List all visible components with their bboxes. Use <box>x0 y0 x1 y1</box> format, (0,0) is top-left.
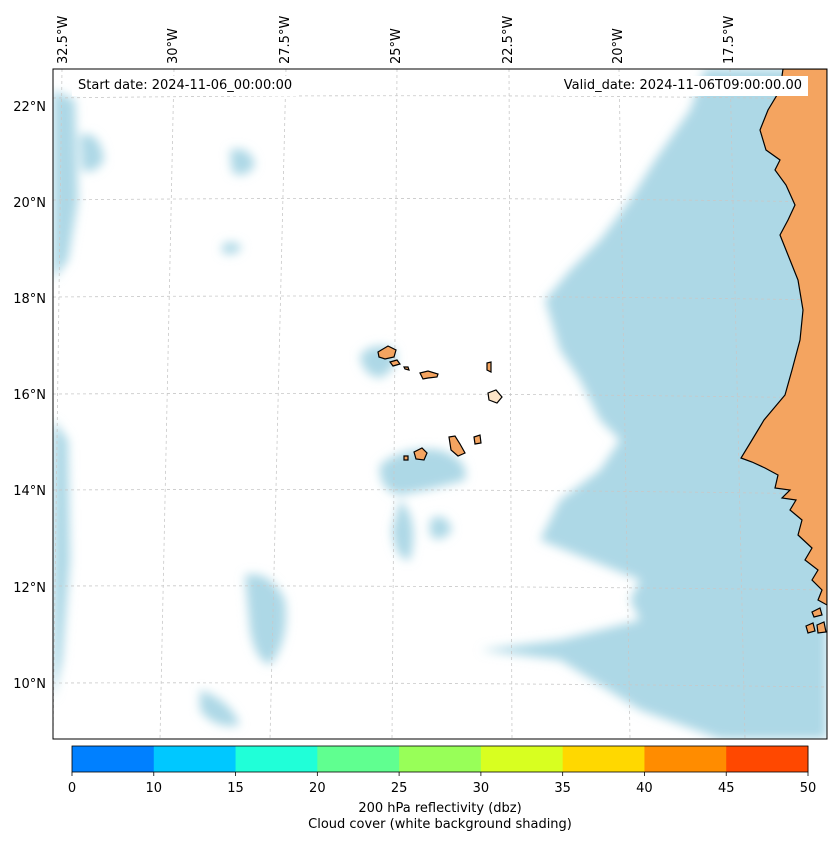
longitude-labels: 32.5°W 30°W 27.5°W 25°W 22.5°W 20°W 17.5… <box>56 16 737 64</box>
colorbar-segment <box>317 746 400 772</box>
lat-label: 20°N <box>13 196 46 211</box>
cloud-patch-northwest <box>80 134 104 172</box>
island-santiago <box>448 435 466 457</box>
lon-label: 27.5°W <box>278 16 293 64</box>
colorbar-segment <box>726 746 809 772</box>
colorbar-segment <box>562 746 645 772</box>
island-santa-luzia <box>403 366 410 371</box>
colorbar-label-cloud-cover: Cloud cover (white background shading) <box>308 817 572 832</box>
colorbar-segment <box>399 746 482 772</box>
island-bijagos-1 <box>811 607 823 618</box>
island-maio <box>473 434 482 445</box>
lon-label: 30°W <box>166 28 181 64</box>
island-brava <box>403 455 409 461</box>
gridlines <box>53 69 827 739</box>
colorbar-tick-label: 20 <box>309 781 326 796</box>
valid-date-label: Valid_date: 2024-11-06T09:00:00.00 <box>557 76 808 96</box>
lat-label: 14°N <box>13 484 46 499</box>
colorbar-segment <box>644 746 727 772</box>
lat-label: 16°N <box>13 388 46 403</box>
cloud-patch-southwest <box>245 574 286 665</box>
island-sao-vicente <box>388 359 402 367</box>
cloud-west-edge <box>53 90 78 280</box>
colorbar-tick-label: 50 <box>800 781 817 796</box>
colorbar-label-reflectivity: 200 hPa reflectivity (dbz) <box>358 801 522 816</box>
colorbar-tick-label: 45 <box>718 781 735 796</box>
colorbar-tick-label: 40 <box>636 781 653 796</box>
cloud-patch-small-1 <box>222 242 242 255</box>
lon-label: 20°W <box>611 28 626 64</box>
cloud-patch-small-3 <box>430 516 452 539</box>
island-bijagos-3 <box>816 621 827 634</box>
island-fogo <box>413 447 428 461</box>
colorbar-tick-label: 10 <box>146 781 163 796</box>
cloud-main-band <box>480 69 827 739</box>
lon-label: 32.5°W <box>56 16 71 64</box>
lon-label: 22.5°W <box>501 16 516 64</box>
colorbar: 0 10 15 20 25 30 35 40 45 50 <box>68 745 817 796</box>
start-date-label: Start date: 2024-11-06_00:00:00 <box>72 76 299 96</box>
colorbar-tick-label: 15 <box>227 781 244 796</box>
cloud-patch-small-2 <box>230 149 255 175</box>
cloud-cape-verde-south <box>379 449 466 495</box>
latitude-labels: 22°N 20°N 18°N 16°N 14°N 12°N 10°N <box>13 100 46 692</box>
island-bijagos-2 <box>805 622 816 634</box>
lat-label: 10°N <box>13 677 46 692</box>
cloud-plume-south <box>392 500 414 560</box>
colorbar-frame <box>71 745 809 773</box>
cloud-patch-small-4 <box>200 690 240 726</box>
island-boa-vista <box>487 389 503 404</box>
island-santo-antao <box>377 345 397 360</box>
lat-label: 22°N <box>13 100 46 115</box>
map-frame <box>52 68 828 740</box>
colorbar-segment <box>72 746 155 772</box>
island-sal <box>486 361 492 373</box>
colorbar-tick-label: 35 <box>554 781 571 796</box>
island-sao-nicolau <box>419 370 439 380</box>
lat-label: 18°N <box>13 292 46 307</box>
african-coast <box>740 69 827 606</box>
colorbar-tick-label: 30 <box>473 781 490 796</box>
lat-label: 12°N <box>13 581 46 596</box>
colorbar-tick-label: 25 <box>391 781 408 796</box>
colorbar-segment <box>235 746 318 772</box>
colorbar-tick-label: 0 <box>68 781 76 796</box>
map-content <box>53 69 827 739</box>
cloud-cover-shading <box>53 69 827 739</box>
colorbar-segment <box>480 746 564 772</box>
colorbar-segment <box>153 746 237 772</box>
land-masses <box>377 69 827 634</box>
lon-label: 17.5°W <box>722 16 737 64</box>
lon-label: 25°W <box>389 28 404 64</box>
